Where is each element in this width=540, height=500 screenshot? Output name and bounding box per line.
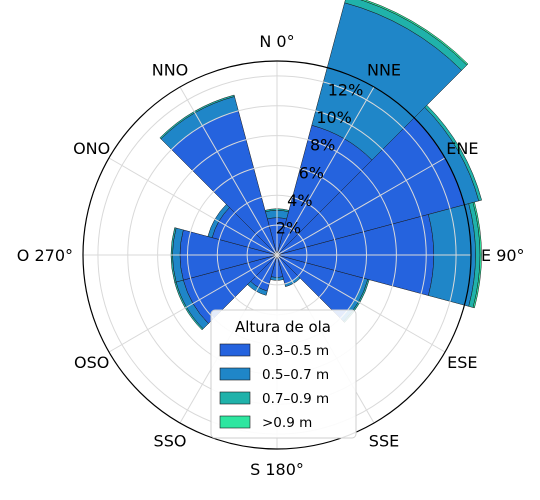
radial-tick-label-3: 8% bbox=[310, 136, 335, 155]
legend: Altura de ola 0.3–0.5 m 0.5–0.7 m 0.7–0.9 … bbox=[210, 309, 357, 439]
sector-9-series-2 bbox=[170, 227, 177, 283]
direction-label-11: NNO bbox=[152, 61, 189, 80]
sector-2-series-2 bbox=[424, 104, 482, 202]
direction-label-layer: N 0° NNE ENE E 90° ESE SSE S 180° SSO OSO O 270° O… bbox=[17, 32, 525, 479]
direction-label-6: S 180° bbox=[250, 460, 304, 479]
radial-label-layer: 2% 4% 6% 8% 10% 12% bbox=[276, 81, 364, 238]
direction-label-8: OSO bbox=[74, 353, 109, 372]
legend-label-1: 0.5–0.7 m bbox=[262, 367, 329, 383]
legend-title: Altura de ola bbox=[235, 318, 331, 336]
direction-label-10: ONO bbox=[73, 139, 110, 158]
outer-ring bbox=[82, 60, 472, 450]
radial-tick-label-2: 6% bbox=[299, 163, 324, 182]
grid-spoke-1 bbox=[276, 86, 375, 256]
sector-1-series-3 bbox=[360, 0, 469, 66]
radial-tick-label-1: 4% bbox=[287, 191, 312, 210]
direction-label-2: ENE bbox=[446, 139, 478, 158]
direction-label-4: ESE bbox=[447, 353, 477, 372]
legend-label-0: 0.3–0.5 m bbox=[262, 343, 329, 359]
legend-swatch-2 bbox=[219, 391, 251, 405]
grid-spoke-4 bbox=[276, 254, 446, 353]
direction-label-1: NNE bbox=[367, 61, 401, 80]
legend-frame bbox=[210, 309, 357, 439]
grid-spoke-11 bbox=[179, 86, 278, 256]
legend-label-3: >0.9 m bbox=[262, 415, 312, 431]
direction-label-0: N 0° bbox=[259, 32, 294, 51]
radial-tick-label-5: 12% bbox=[328, 81, 364, 100]
grid-spoke-8 bbox=[108, 254, 278, 353]
grid-spoke-2 bbox=[276, 157, 446, 256]
radial-tick-label-0: 2% bbox=[276, 218, 301, 237]
legend-label-2: 0.7–0.9 m bbox=[262, 391, 329, 407]
radial-tick-label-4: 10% bbox=[316, 108, 352, 127]
direction-label-7: SSO bbox=[154, 431, 187, 450]
direction-label-9: O 270° bbox=[17, 246, 73, 265]
legend-swatch-3 bbox=[219, 415, 251, 429]
legend-swatch-0 bbox=[219, 343, 251, 357]
grid-spoke-10 bbox=[108, 157, 278, 256]
direction-label-3: E 90° bbox=[481, 246, 525, 265]
legend-swatch-1 bbox=[219, 367, 251, 381]
sector-3-series-3 bbox=[472, 201, 482, 309]
sector-11-series-2 bbox=[159, 94, 235, 140]
legend-items: 0.3–0.5 m 0.5–0.7 m 0.7–0.9 m >0.9 m bbox=[219, 343, 329, 431]
direction-label-5: SSE bbox=[369, 431, 399, 450]
